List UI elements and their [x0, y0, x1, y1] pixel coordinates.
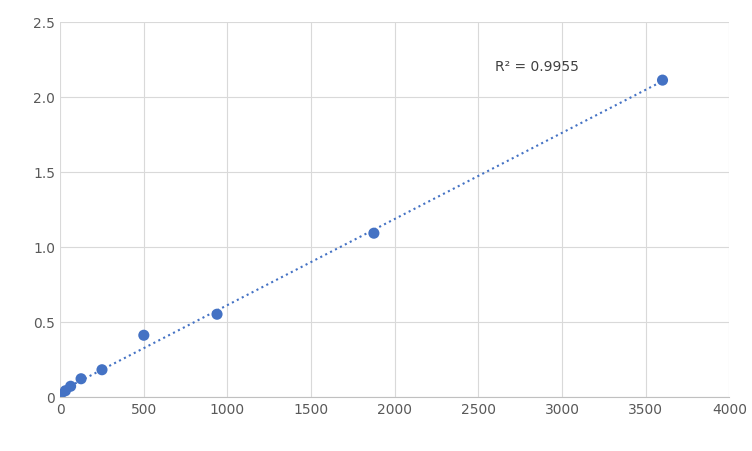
Point	[656, 77, 669, 84]
Point	[65, 383, 77, 390]
Point	[368, 230, 380, 237]
Point	[138, 332, 150, 339]
Point	[96, 366, 108, 373]
Point	[59, 387, 71, 395]
Point	[54, 393, 66, 400]
Text: R² = 0.9955: R² = 0.9955	[495, 60, 579, 74]
Point	[75, 375, 87, 382]
Point	[211, 311, 223, 318]
